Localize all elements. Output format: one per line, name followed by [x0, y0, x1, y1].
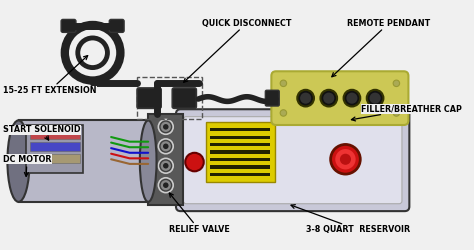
Circle shape [161, 161, 171, 171]
Circle shape [340, 154, 351, 165]
Circle shape [161, 141, 171, 152]
FancyBboxPatch shape [109, 20, 124, 32]
Bar [18, 120, 148, 202]
Circle shape [393, 80, 400, 86]
Circle shape [346, 92, 357, 104]
FancyBboxPatch shape [271, 71, 409, 125]
Bar [210, 128, 271, 132]
Circle shape [163, 144, 169, 149]
Bar [210, 165, 271, 168]
Circle shape [367, 90, 383, 106]
Text: DC MOTOR: DC MOTOR [3, 155, 51, 176]
Bar [148, 114, 183, 205]
Text: START SOLENOID: START SOLENOID [3, 125, 80, 140]
FancyBboxPatch shape [183, 117, 402, 204]
Circle shape [300, 92, 311, 104]
Circle shape [335, 149, 356, 170]
Bar [206, 122, 275, 182]
Bar [210, 158, 271, 161]
FancyBboxPatch shape [137, 88, 161, 108]
Circle shape [370, 92, 381, 104]
Bar [210, 143, 271, 146]
Bar [30, 130, 80, 139]
Circle shape [331, 144, 360, 174]
FancyBboxPatch shape [176, 109, 410, 211]
Circle shape [158, 158, 173, 173]
Circle shape [393, 110, 400, 116]
Text: QUICK DISCONNECT: QUICK DISCONNECT [183, 18, 292, 82]
Circle shape [158, 120, 173, 134]
Bar [210, 173, 271, 176]
Bar [30, 142, 80, 151]
Text: FILLER/BREATHER CAP: FILLER/BREATHER CAP [351, 105, 462, 121]
Circle shape [323, 92, 334, 104]
FancyBboxPatch shape [61, 20, 76, 32]
Circle shape [163, 163, 169, 168]
Circle shape [158, 178, 173, 192]
Circle shape [297, 90, 314, 106]
Circle shape [163, 124, 169, 130]
Circle shape [280, 80, 287, 86]
Circle shape [320, 90, 337, 106]
Circle shape [161, 122, 171, 132]
Circle shape [163, 182, 169, 188]
Ellipse shape [140, 120, 156, 202]
Bar [137, 77, 202, 118]
Circle shape [344, 90, 360, 106]
Circle shape [161, 180, 171, 190]
Bar [210, 136, 271, 139]
Circle shape [185, 153, 204, 171]
Circle shape [158, 139, 173, 154]
FancyBboxPatch shape [172, 88, 196, 108]
Text: RELIEF VALVE: RELIEF VALVE [169, 193, 229, 234]
Text: 15-25 FT EXTENSION: 15-25 FT EXTENSION [3, 56, 96, 95]
Ellipse shape [8, 120, 30, 202]
Bar [26, 125, 83, 173]
Text: 3-8 QUART  RESERVOIR: 3-8 QUART RESERVOIR [291, 205, 410, 234]
Bar [210, 150, 271, 154]
Text: REMOTE PENDANT: REMOTE PENDANT [332, 18, 430, 77]
Bar [30, 154, 80, 163]
Circle shape [280, 110, 287, 116]
FancyBboxPatch shape [265, 90, 279, 106]
